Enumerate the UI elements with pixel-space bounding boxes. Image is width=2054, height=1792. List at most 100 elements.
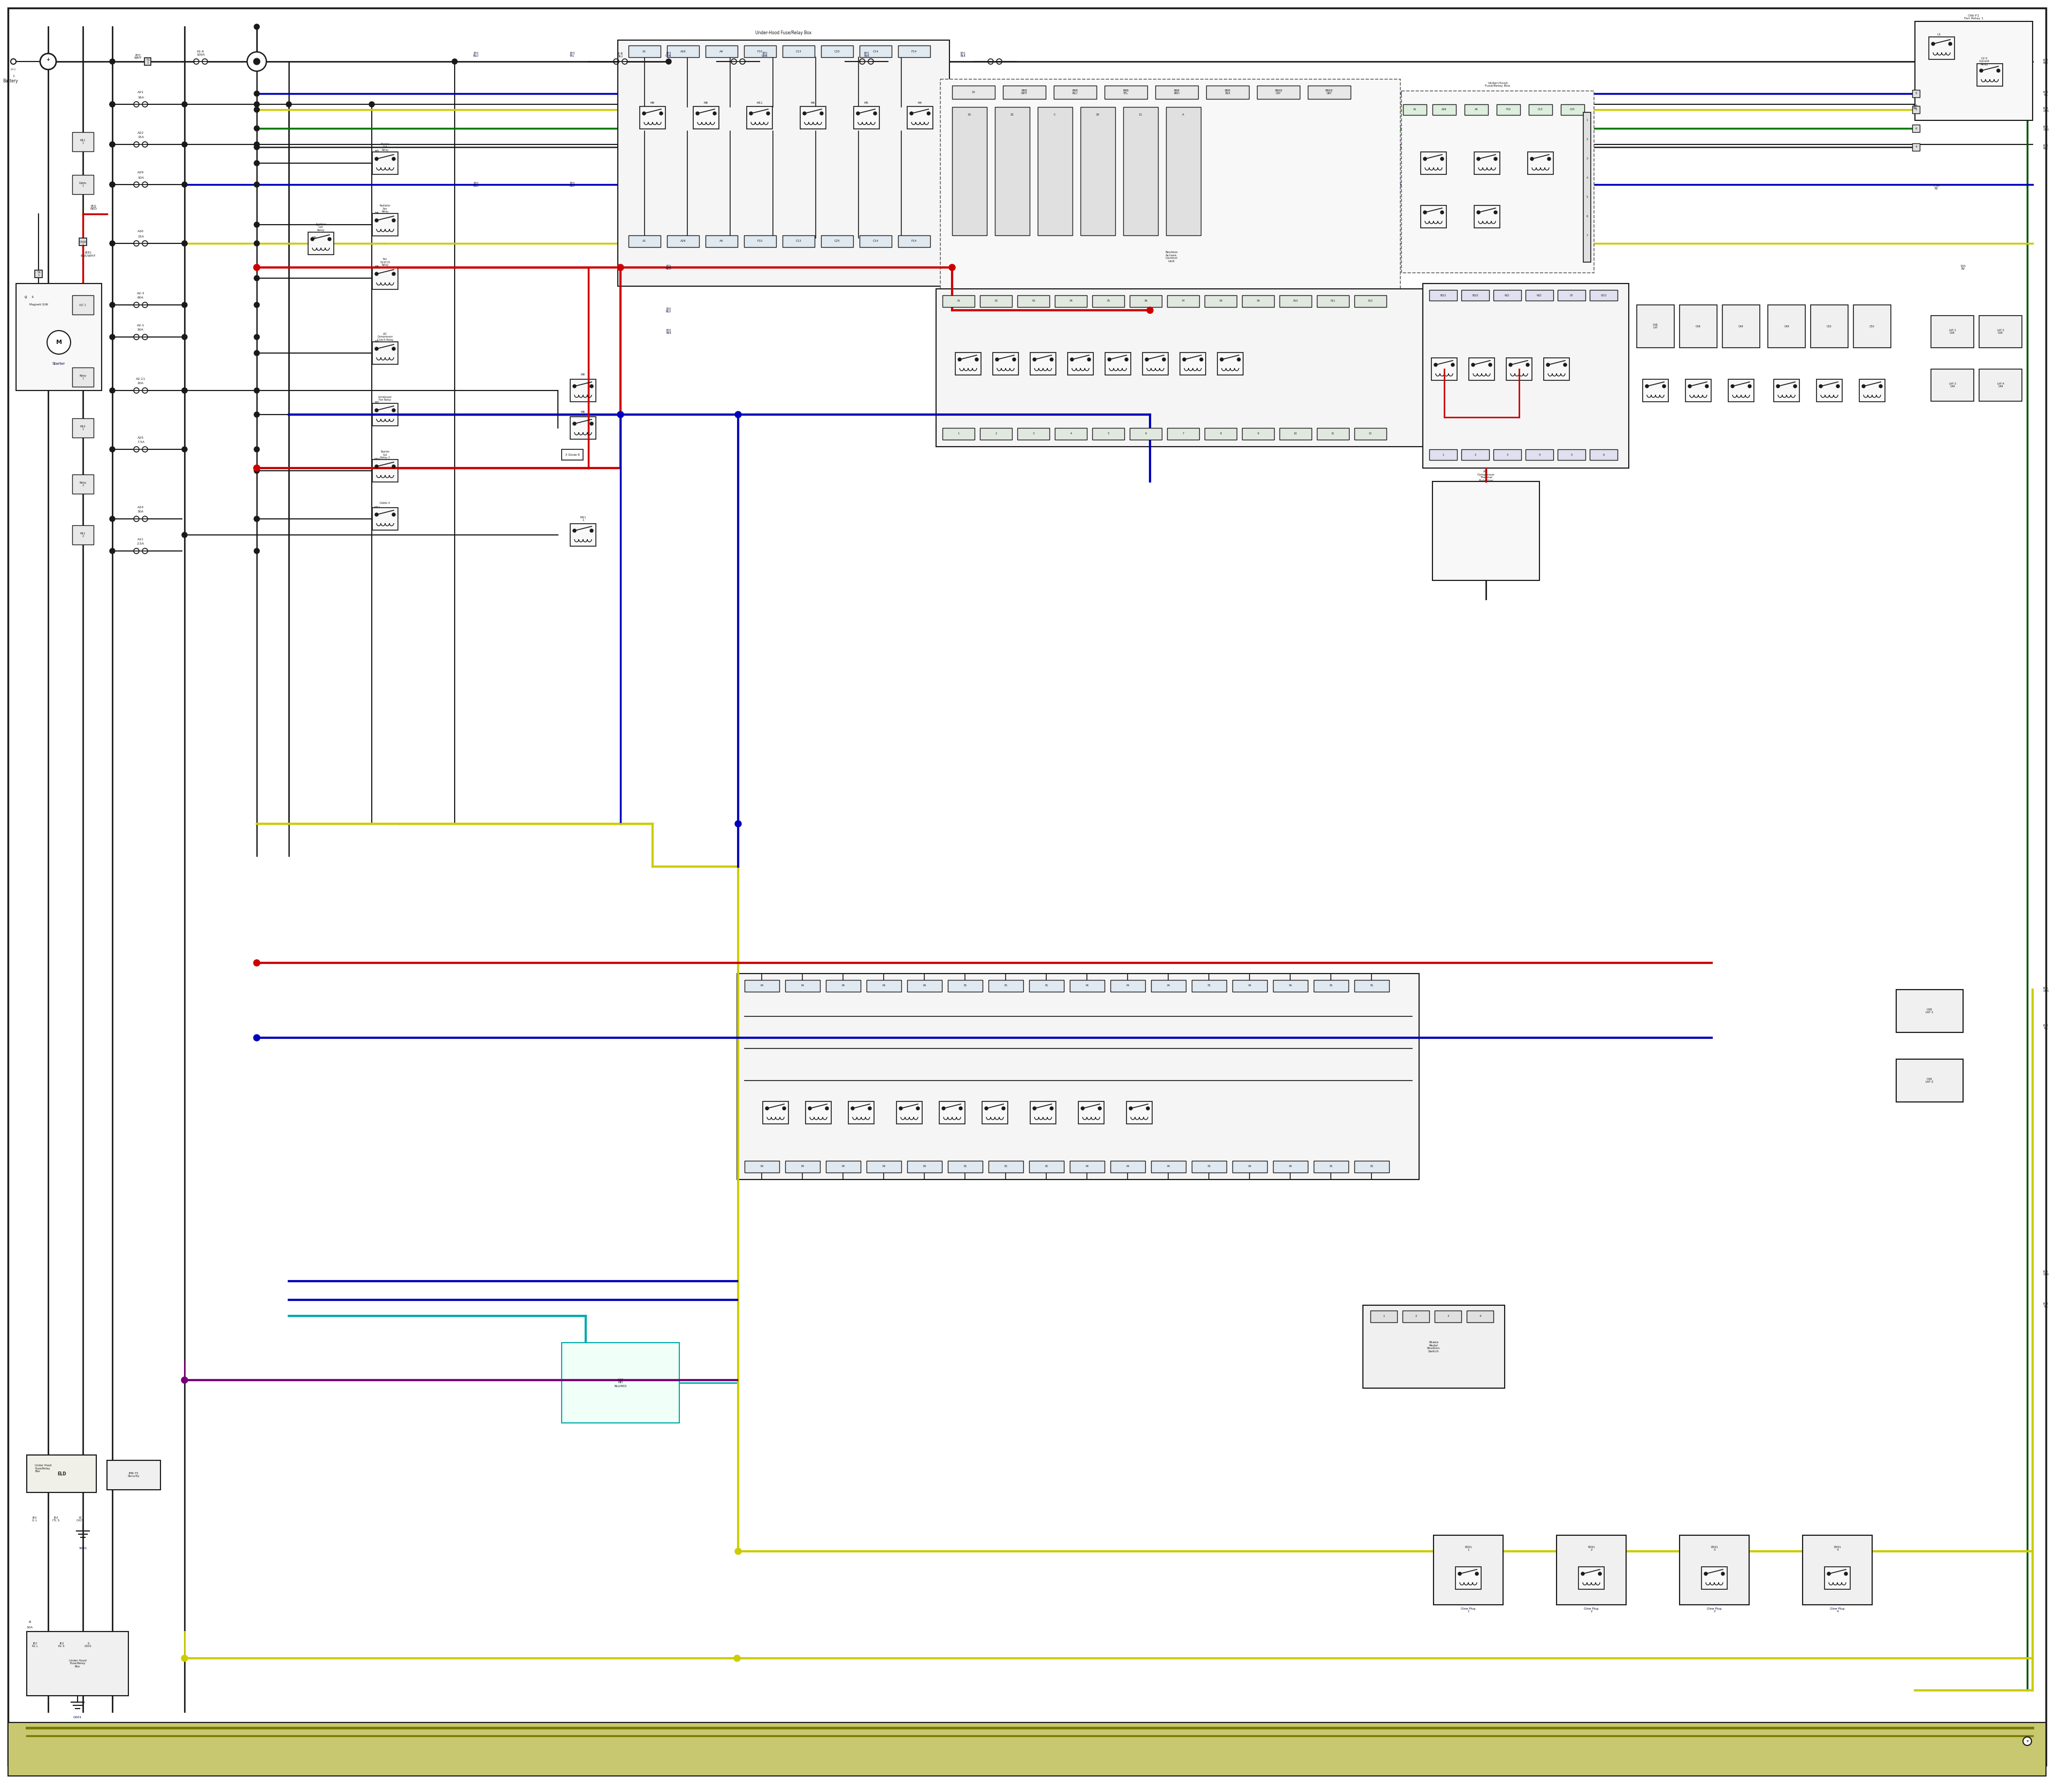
Bar <box>801 106 826 129</box>
Circle shape <box>1530 158 1534 161</box>
Text: 60A: 60A <box>138 297 144 299</box>
Text: P4: P4 <box>881 1165 885 1168</box>
Circle shape <box>1440 158 1444 161</box>
Text: P4: P4 <box>922 984 926 987</box>
Circle shape <box>255 108 259 113</box>
Bar <box>1912 143 1920 151</box>
Text: C48
LAF-1: C48 LAF-1 <box>1925 1009 1933 1014</box>
Circle shape <box>1879 385 1881 387</box>
Bar <box>1054 86 1097 99</box>
Bar <box>1179 353 1206 375</box>
Text: 24: 24 <box>1095 113 1099 116</box>
Circle shape <box>183 102 187 108</box>
Text: A2-11: A2-11 <box>136 378 146 380</box>
Text: M5: M5 <box>376 211 380 215</box>
Bar <box>308 233 333 254</box>
Circle shape <box>665 59 672 65</box>
Text: [EI]
YEL: [EI] YEL <box>569 52 575 57</box>
Circle shape <box>183 240 187 246</box>
Circle shape <box>869 1107 871 1109</box>
Bar <box>705 235 737 247</box>
Bar <box>1816 380 1842 401</box>
Text: P4: P4 <box>922 1165 926 1168</box>
Bar <box>1167 296 1200 306</box>
Circle shape <box>1563 364 1567 366</box>
Text: P5: P5 <box>1045 1165 1048 1168</box>
Text: P12: P12 <box>1368 299 1372 303</box>
Text: F10: F10 <box>758 240 762 242</box>
Bar <box>72 367 94 387</box>
Text: g    s: g s <box>25 296 35 299</box>
Text: BRB
BLU: BRB BLU <box>1072 90 1078 95</box>
Circle shape <box>183 387 187 392</box>
Text: BU/2: BU/2 <box>1473 294 1479 297</box>
Bar <box>1912 125 1920 133</box>
Bar <box>1204 428 1237 439</box>
Text: P4: P4 <box>1070 299 1072 303</box>
Text: P4: P4 <box>1288 1165 1292 1168</box>
Text: LAF-3
C49: LAF-3 C49 <box>1949 382 1955 389</box>
Circle shape <box>255 335 259 340</box>
Text: 10: 10 <box>972 91 976 93</box>
Bar <box>372 403 398 426</box>
Circle shape <box>253 59 261 65</box>
Circle shape <box>1493 211 1497 213</box>
Text: 10A: 10A <box>138 176 144 179</box>
Text: P4: P4 <box>1249 1165 1251 1168</box>
Bar <box>1243 428 1273 439</box>
Bar <box>1002 86 1045 99</box>
Text: A4: A4 <box>719 50 723 52</box>
Bar <box>372 507 398 530</box>
Text: C25: C25 <box>834 240 840 242</box>
Text: IE-8
GRN: IE-8 GRN <box>2044 108 2050 113</box>
Text: Under-Hood
Fuse/Relay Box: Under-Hood Fuse/Relay Box <box>1485 82 1510 88</box>
Text: A25: A25 <box>138 435 144 439</box>
Text: BRK8
CRY: BRK8 CRY <box>1276 90 1282 95</box>
Circle shape <box>109 102 115 108</box>
Circle shape <box>1087 358 1091 360</box>
Bar <box>1257 86 1300 99</box>
Bar <box>1401 91 1594 272</box>
Bar <box>1017 428 1050 439</box>
Circle shape <box>370 102 374 108</box>
Bar <box>1432 482 1538 581</box>
Text: 10A
B2: 10A B2 <box>1960 265 1966 271</box>
Circle shape <box>376 348 378 351</box>
Text: P291
3: P291 3 <box>1711 1546 1717 1552</box>
Bar <box>1364 1305 1506 1389</box>
Text: A1: A1 <box>1413 108 1417 111</box>
Circle shape <box>109 516 115 521</box>
Bar <box>1643 380 1668 401</box>
Circle shape <box>1146 358 1148 360</box>
Text: A/C
Compressor
Clutch Relay: A/C Compressor Clutch Relay <box>378 333 392 342</box>
Circle shape <box>109 387 115 392</box>
Bar <box>980 296 1013 306</box>
Bar <box>1545 358 1569 380</box>
Bar <box>1093 428 1124 439</box>
Bar <box>1931 369 1974 401</box>
Bar <box>953 86 994 99</box>
Bar <box>826 980 861 991</box>
Text: C13: C13 <box>795 50 801 52</box>
Circle shape <box>926 111 930 115</box>
Circle shape <box>1836 385 1840 387</box>
Bar <box>1056 428 1087 439</box>
Text: P4: P4 <box>760 1165 764 1168</box>
Circle shape <box>41 54 55 70</box>
Text: [EJ]
BLU: [EJ] BLU <box>665 308 672 314</box>
Text: A16: A16 <box>138 231 144 233</box>
Bar <box>72 133 94 151</box>
Text: Glow Plug
2: Glow Plug 2 <box>1584 1607 1598 1613</box>
Circle shape <box>255 351 259 357</box>
Circle shape <box>1705 1572 1707 1575</box>
Text: 50A: 50A <box>138 328 144 332</box>
Bar <box>1421 206 1446 228</box>
Circle shape <box>47 330 70 355</box>
Circle shape <box>949 263 955 271</box>
Circle shape <box>1237 358 1241 360</box>
Bar <box>107 1460 160 1489</box>
Text: Glow Plug
1: Glow Plug 1 <box>1460 1607 1475 1613</box>
Circle shape <box>183 181 187 186</box>
Circle shape <box>1777 385 1779 387</box>
Bar <box>1370 1310 1397 1322</box>
